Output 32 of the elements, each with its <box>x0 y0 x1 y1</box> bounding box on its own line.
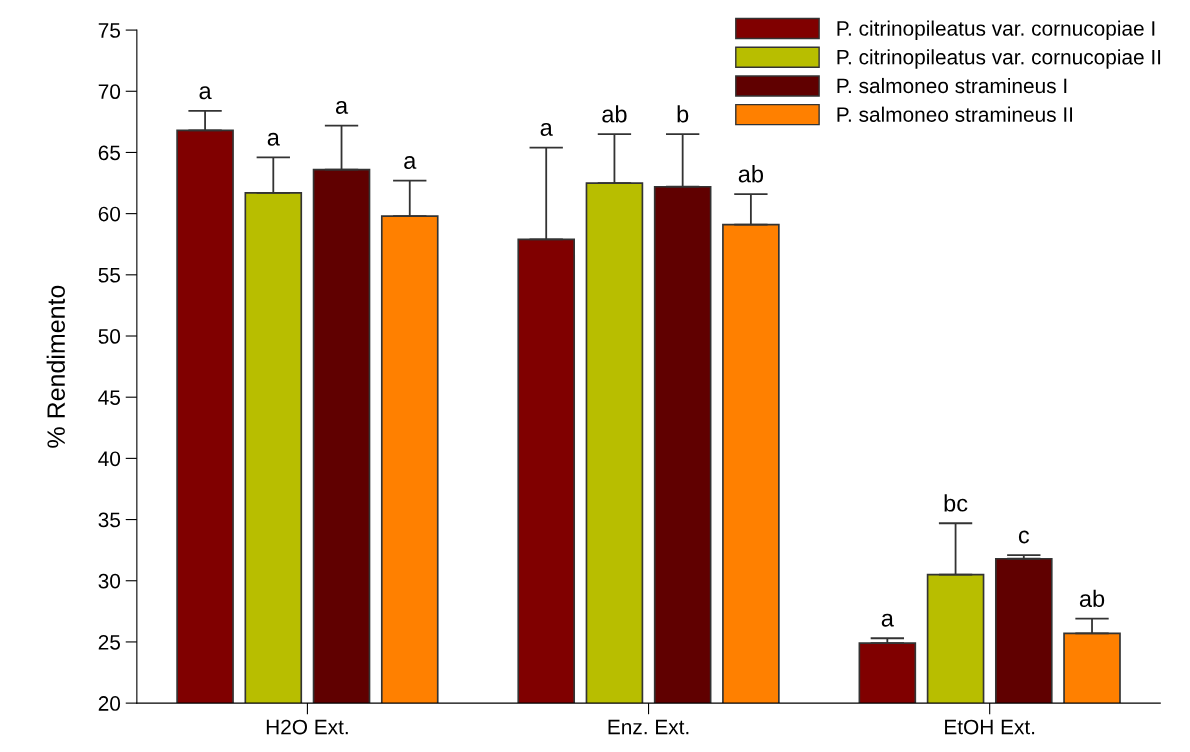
y-tick-label: 30 <box>98 573 121 589</box>
annotation: a <box>404 156 417 169</box>
y-tick-label: 65 <box>98 145 121 161</box>
y-tick-label: 70 <box>98 84 121 100</box>
x-tick-label: EtOH Ext. <box>945 719 1035 735</box>
y-axis-title: % Rendimento <box>46 285 65 448</box>
annotation: a <box>199 86 212 100</box>
annotation: ab <box>738 165 764 183</box>
x-tick-label: H2O Ext. <box>266 719 348 735</box>
annotation: a <box>267 132 280 146</box>
y-tick-label: 40 <box>98 451 121 467</box>
y-tick-label: 75 <box>98 23 121 38</box>
y-tick-label: 45 <box>98 390 121 405</box>
y-tick-label: 35 <box>98 512 121 528</box>
y-tick-label: 50 <box>98 329 121 344</box>
legend-label: P. salmoneo stramineus II <box>837 106 1073 122</box>
legend-label: P. citrinopileatus var. cornucopiae II <box>837 49 1161 69</box>
annotation: ab <box>602 105 627 123</box>
annotation: b <box>677 105 689 123</box>
legend-label: P. citrinopileatus var. cornucopiae I <box>837 20 1155 40</box>
annotation: c <box>1018 530 1030 544</box>
annotation: bc <box>944 494 968 512</box>
y-tick-label: 20 <box>98 696 121 711</box>
annotation: a <box>540 123 553 136</box>
annotation: a <box>881 613 894 627</box>
annotation: ab <box>1079 589 1105 608</box>
y-tick-label: 25 <box>98 634 121 650</box>
legend-label: P. salmoneo stramineus I <box>837 77 1067 94</box>
y-tick-label: 55 <box>98 268 121 283</box>
x-tick-label: Enz. Ext. <box>608 719 689 735</box>
y-tick-label: 60 <box>98 206 121 222</box>
annotation: a <box>335 100 349 114</box>
